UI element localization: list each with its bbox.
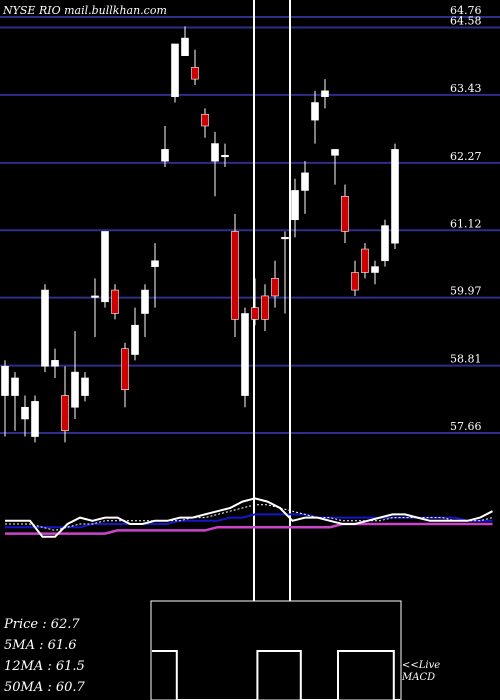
price-level-label: 57.66 xyxy=(450,420,482,433)
candle-body xyxy=(241,313,249,396)
candle-body xyxy=(121,348,129,390)
candle-body xyxy=(31,401,39,437)
candle-body xyxy=(371,266,379,273)
macd-panel xyxy=(150,600,402,700)
price-level-label: 61.12 xyxy=(450,217,482,230)
stat-row: 50MA : 60.7 xyxy=(4,680,85,695)
candle-body xyxy=(91,295,99,298)
price-level-label: 64.76 xyxy=(450,4,482,17)
candle-body xyxy=(11,377,19,396)
candle-body xyxy=(61,395,69,432)
candle-body xyxy=(311,102,319,121)
ticker-header: NYSE RIO mail.bullkhan.com xyxy=(3,4,167,17)
candle-body xyxy=(291,190,299,221)
candle-body xyxy=(51,360,59,367)
candle-body xyxy=(361,248,369,273)
stat-row: 12MA : 61.5 xyxy=(4,659,85,674)
live-label[interactable]: <<Live xyxy=(402,660,441,671)
candle-body xyxy=(301,172,309,191)
price-level-label: 59.97 xyxy=(450,285,482,298)
candle-body xyxy=(381,225,389,262)
ma-short-line xyxy=(5,504,493,531)
indicator-panel xyxy=(5,497,493,538)
candles xyxy=(1,26,399,443)
macd-label: MACD xyxy=(402,672,436,683)
candle-body xyxy=(351,272,359,291)
vertical-markers xyxy=(253,0,291,700)
candle-body xyxy=(81,377,89,396)
macd-line xyxy=(152,650,400,700)
candle-body xyxy=(161,149,169,162)
candle-body xyxy=(171,43,179,97)
candle-body xyxy=(231,231,239,320)
candle-body xyxy=(21,406,29,420)
candle-body xyxy=(251,307,259,320)
price-level-label: 62.27 xyxy=(450,150,482,163)
candle-body xyxy=(191,67,199,80)
candle-body xyxy=(331,149,339,156)
price-level-label: 63.43 xyxy=(450,82,482,95)
candle-body xyxy=(141,289,149,314)
candle-body xyxy=(111,289,119,314)
candle-body xyxy=(321,90,329,97)
ma-mid-line xyxy=(5,513,493,529)
candle-body xyxy=(41,289,49,367)
candle-body xyxy=(281,237,289,240)
candle-body xyxy=(221,154,229,158)
candle-body xyxy=(341,196,349,232)
candle-body xyxy=(391,149,399,244)
candle-body xyxy=(181,37,189,56)
candle-body xyxy=(1,365,9,396)
candle-body xyxy=(211,143,219,162)
candle-body xyxy=(71,371,79,408)
price-line xyxy=(5,497,493,538)
stat-row: Price : 62.7 xyxy=(4,617,80,632)
candle-body xyxy=(271,278,279,297)
ma-long-line xyxy=(5,522,493,535)
candle-body xyxy=(131,324,139,355)
candle-body xyxy=(201,113,209,127)
candle-body xyxy=(151,260,159,267)
price-level-label: 58.81 xyxy=(450,353,482,366)
candle-body xyxy=(101,231,109,303)
price-level-label: 64.58 xyxy=(450,15,482,28)
stat-row: 5MA : 61.6 xyxy=(4,638,77,653)
candle-body xyxy=(261,295,269,320)
gridlines xyxy=(0,15,500,435)
